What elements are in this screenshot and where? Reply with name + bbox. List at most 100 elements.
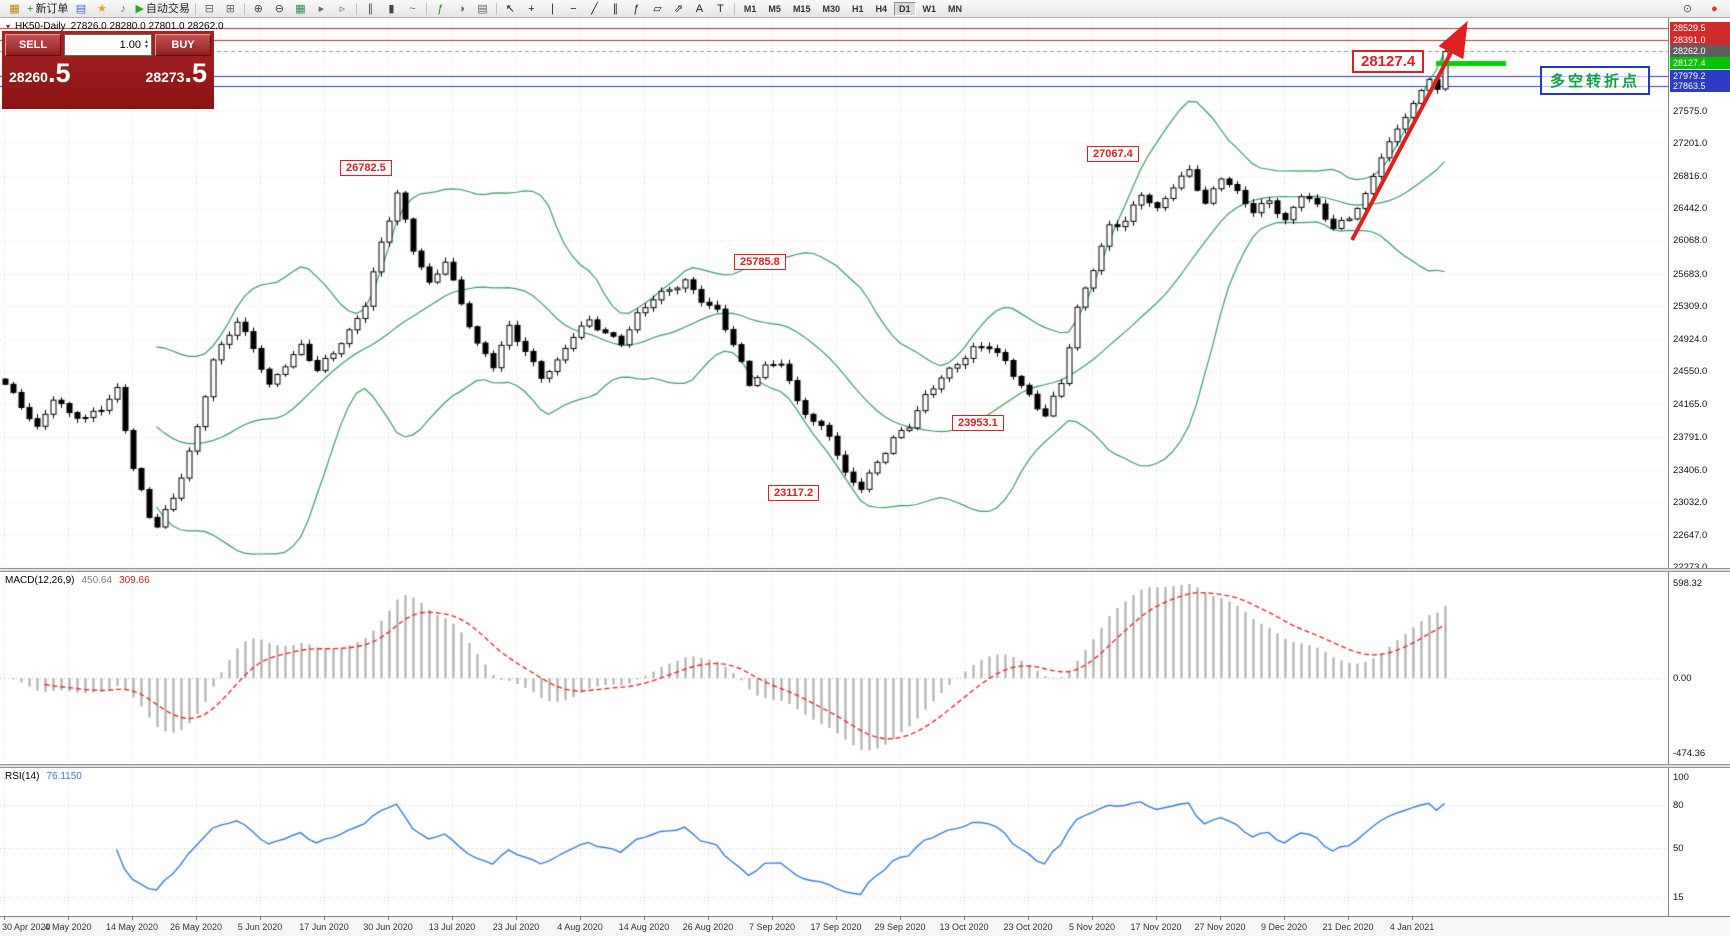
date-label: 17 Nov 2020 [1130,922,1182,932]
timeframe-mn[interactable]: MN [948,3,963,14]
date-tick [1028,917,1029,920]
date-tick [964,917,965,920]
buy-button[interactable]: BUY [155,34,211,56]
price-tick-label: 27201.0 [1673,137,1708,149]
zoom-out-icon: ⊖ [274,2,285,15]
price-annotation[interactable]: 25785.8 [734,254,786,270]
date-tick [1348,917,1349,920]
price-tick-label: 23791.0 [1673,431,1708,443]
macd-canvas[interactable] [0,572,1668,764]
price-annotation[interactable]: 26782.5 [340,160,392,176]
terminal-chart-icon[interactable]: ▦ [4,1,25,17]
new-window-icon[interactable]: ⊞ [220,1,241,17]
price-tag: 28391.0 [1670,34,1730,47]
line-chart-icon[interactable]: ~ [402,1,423,17]
price-annotation[interactable]: 27067.4 [1087,146,1139,162]
date-tick [516,917,517,920]
date-label: 13 Jul 2020 [428,922,476,932]
timeframe-w1[interactable]: W1 [922,3,937,14]
shapes-icon: ▱ [653,2,662,15]
rsi-label: RSI(14) 76.1150 [5,771,82,782]
price-annotation[interactable]: 23953.1 [952,415,1004,431]
date-label: 23 Oct 2020 [1003,922,1053,932]
date-label: 7 Sep 2020 [748,922,796,932]
price-tag: 27979.2 [1670,69,1730,82]
price-annotation[interactable]: 23117.2 [768,485,820,501]
volume-input[interactable]: 1.00 ▲ ▼ [64,34,152,56]
date-label: 4 May 2020 [44,922,92,932]
fibonacci-icon[interactable]: ƒ [626,1,647,17]
indicators-icon[interactable]: ƒ [430,1,451,17]
date-tick [580,917,581,920]
chart-dropdown-icon[interactable]: ▾ [6,22,11,31]
date-tick [644,917,645,920]
crosshair-icon[interactable]: + [521,1,542,17]
date-tick [772,917,773,920]
autotrading-button[interactable]: ▶ 自动交易 [133,1,191,17]
timeframe-d1[interactable]: D1 [894,1,916,16]
tile-horizontal-icon[interactable]: ⊟ [199,1,220,17]
chart-shift-icon[interactable]: ▹ [332,1,353,17]
timeframe-h4[interactable]: H4 [875,3,887,14]
zoom-in-icon[interactable]: ⊕ [248,1,269,17]
price-tag: 28529.5 [1670,22,1730,35]
date-tick [900,917,901,920]
favorites-icon: ★ [97,2,107,15]
stepper-down-icon[interactable]: ▼ [144,44,149,50]
note-box[interactable]: 多空转折点 [1540,66,1651,95]
charts-icon[interactable]: ▤ [70,1,91,17]
text-tool-icon[interactable]: A [689,1,710,17]
search-icon[interactable]: ⊙ [1682,3,1693,15]
tile-windows-icon[interactable]: ▦ [290,1,311,17]
price-tick-label: 22273.0 [1673,562,1707,573]
timeframe-h1[interactable]: H1 [851,3,864,14]
stepper-up-icon[interactable]: ▲ [144,39,149,45]
rsi-axis-label: 100 [1673,772,1689,783]
price-tick-label: 25309.0 [1673,300,1708,312]
bar-chart-icon[interactable]: ∥ [360,1,381,17]
price-axis[interactable]: 27575.0 27201.0 26816.0 26442.0 26068.0 25683… [1668,18,1730,936]
main-toolbar: ▦ + 新订单 ▤ ★ ♪ ▶ 自动交易 ⊟ ⊞ ⊕ ⊖ ▦ ▸ ▹ ∥ ▮ ~ ƒ ◑ ▤ ↖ + ∣ − ╱ ∥ ƒ ▱ ⇗ A T M1 M… [0,0,1730,18]
auto-scroll-icon[interactable]: ▸ [311,1,332,17]
price-tick-label: 26442.0 [1673,203,1708,215]
shapes-icon[interactable]: ▱ [647,1,668,17]
zoom-out-icon[interactable]: ⊖ [269,1,290,17]
vertical-line-icon[interactable]: ∣ [542,1,563,17]
templates-icon[interactable]: ▤ [472,1,493,17]
rsi-splitter[interactable] [0,764,1730,768]
trendline-icon[interactable]: ╱ [584,1,605,17]
cursor-icon[interactable]: ↖ [500,1,521,17]
candlestick-chart-icon[interactable]: ▮ [381,1,402,17]
text-tool-icon: A [695,2,704,15]
channel-icon[interactable]: ∥ [605,1,626,17]
label-tool-icon[interactable]: T [710,1,731,17]
alerts-icon[interactable]: ♪ [112,1,133,17]
rsi-canvas[interactable] [0,768,1668,915]
timeframe-m1[interactable]: M1 [743,3,757,14]
horizontal-line-icon: − [570,2,577,15]
date-tick [1156,917,1157,920]
price-annotation[interactable]: 28127.4 [1352,50,1425,73]
timeframe-m30[interactable]: M30 [822,3,840,14]
macd-label: MACD(12,26,9) 450.64 309.66 [5,575,150,586]
date-label: 4 Aug 2020 [557,922,603,932]
zoom-in-icon: ⊕ [253,2,264,15]
time-axis[interactable]: 30 Apr 2020 4 May 2020 14 May 2020 26 May 2… [0,916,1730,936]
horizontal-line-icon[interactable]: − [563,1,584,17]
price-tick-label: 26068.0 [1673,235,1708,247]
connection-icon[interactable]: ● [1711,3,1718,15]
macd-splitter[interactable] [0,568,1730,572]
periods-icon[interactable]: ◑ [451,1,472,17]
timeframe-m15[interactable]: M15 [792,3,811,14]
date-tick [1220,917,1221,920]
new-order-button[interactable]: + 新订单 [25,1,70,17]
sell-button[interactable]: SELL [5,34,61,56]
main-chart-canvas[interactable] [0,18,1668,568]
volume-stepper[interactable]: ▲ ▼ [144,40,149,50]
price-tag: 28127.4 [1670,57,1730,70]
date-label: 30 Jun 2020 [363,922,413,932]
new-order-button: + [27,2,34,15]
arrow-tool-icon[interactable]: ⇗ [668,1,689,17]
favorites-icon[interactable]: ★ [91,1,112,17]
timeframe-m5[interactable]: M5 [768,3,781,14]
